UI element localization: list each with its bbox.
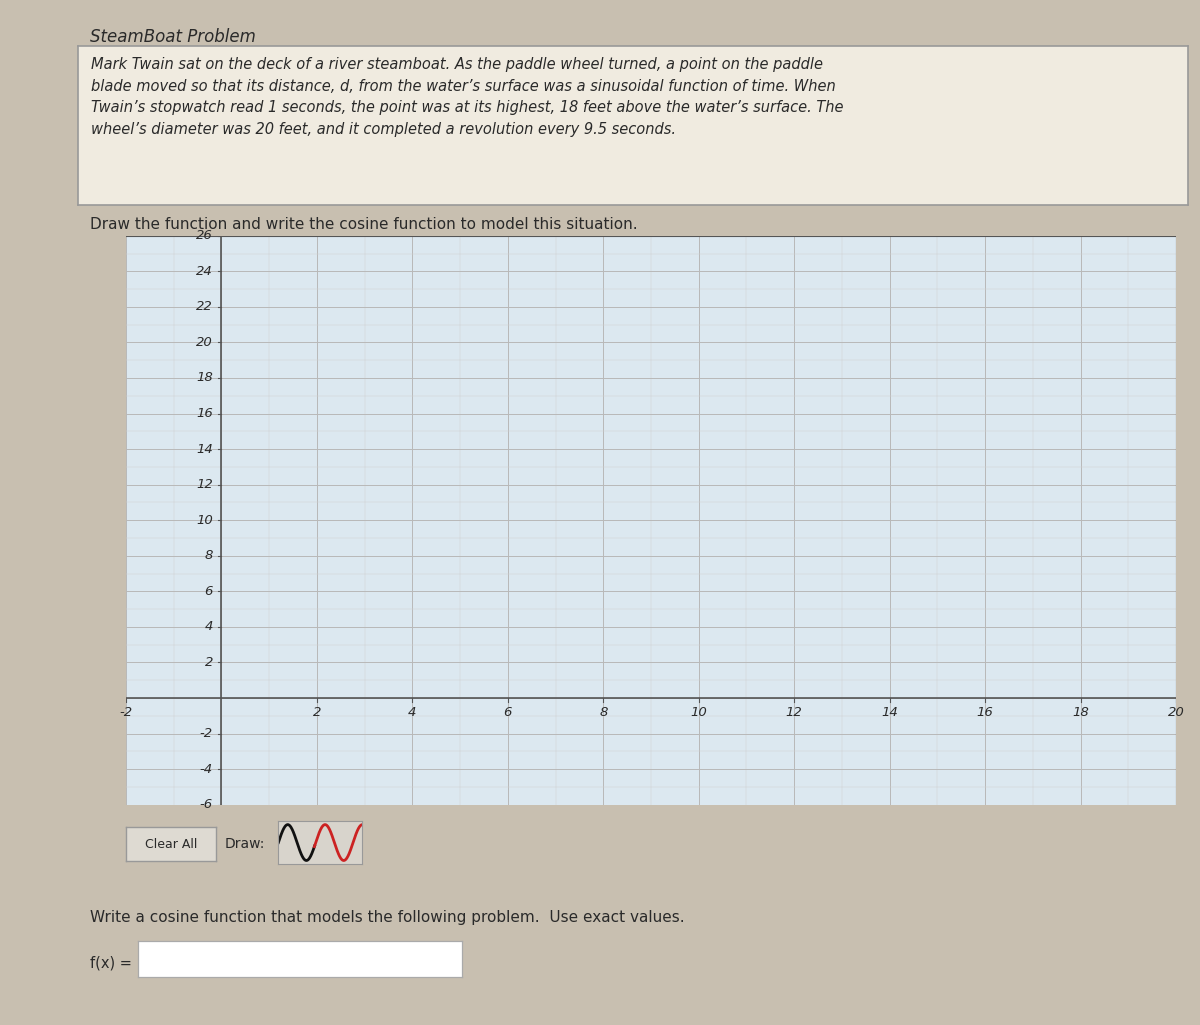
- Text: 4: 4: [204, 620, 212, 633]
- Text: 8: 8: [204, 549, 212, 563]
- Text: 16: 16: [977, 706, 994, 719]
- Text: f(x) =: f(x) =: [90, 956, 132, 971]
- Text: 12: 12: [786, 706, 803, 719]
- Text: -6: -6: [199, 798, 212, 811]
- Text: -2: -2: [199, 727, 212, 740]
- Text: 18: 18: [1072, 706, 1088, 719]
- Text: 26: 26: [196, 230, 212, 242]
- Text: SteamBoat Problem: SteamBoat Problem: [90, 28, 256, 46]
- Text: 2: 2: [204, 656, 212, 669]
- Text: 22: 22: [196, 300, 212, 314]
- Text: 2: 2: [313, 706, 322, 719]
- Text: 10: 10: [196, 514, 212, 527]
- Text: -2: -2: [120, 706, 132, 719]
- Text: 6: 6: [204, 585, 212, 598]
- Text: Draw:: Draw:: [224, 836, 265, 851]
- Text: Write a cosine function that models the following problem.  Use exact values.: Write a cosine function that models the …: [90, 910, 685, 926]
- Text: 16: 16: [196, 407, 212, 420]
- Text: 14: 14: [196, 443, 212, 455]
- Text: 14: 14: [881, 706, 898, 719]
- Text: Draw the function and write the cosine function to model this situation.: Draw the function and write the cosine f…: [90, 217, 637, 233]
- Text: 6: 6: [504, 706, 512, 719]
- Text: 8: 8: [599, 706, 607, 719]
- Text: 12: 12: [196, 478, 212, 491]
- Text: 20: 20: [1168, 706, 1184, 719]
- Text: 10: 10: [690, 706, 707, 719]
- Text: 20: 20: [196, 336, 212, 348]
- Text: 18: 18: [196, 371, 212, 384]
- Text: Clear All: Clear All: [145, 837, 197, 851]
- Text: 4: 4: [408, 706, 416, 719]
- Text: -4: -4: [199, 763, 212, 776]
- Text: 24: 24: [196, 264, 212, 278]
- Text: Mark Twain sat on the deck of a river steamboat. As the paddle wheel turned, a p: Mark Twain sat on the deck of a river st…: [91, 57, 844, 137]
